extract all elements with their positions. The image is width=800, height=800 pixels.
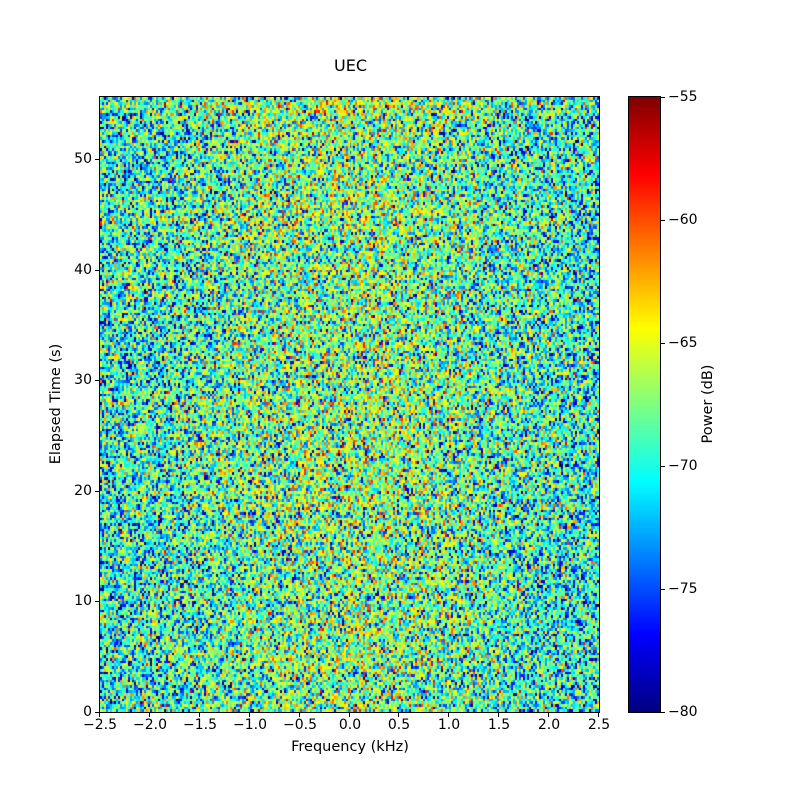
x-tick-mark xyxy=(349,713,350,717)
colorbar-tick-mark xyxy=(661,343,665,344)
x-tick-mark xyxy=(598,713,599,717)
y-axis-label: Elapsed Time (s) xyxy=(48,343,64,465)
colorbar-tick-mark xyxy=(661,466,665,467)
colorbar-tick-label: −60 xyxy=(668,212,698,228)
x-tick-label: 2.0 xyxy=(537,717,561,733)
y-tick-label: 40 xyxy=(74,262,92,278)
x-tick-label: 0.0 xyxy=(338,717,362,733)
x-tick-mark xyxy=(448,713,449,717)
x-tick-label: −0.5 xyxy=(283,717,317,733)
x-tick-mark xyxy=(299,713,300,717)
x-tick-label: −2.0 xyxy=(133,717,167,733)
y-tick-mark xyxy=(95,270,99,271)
x-tick-label: 1.0 xyxy=(437,717,461,733)
colorbar-label: Power (dB) xyxy=(700,364,716,444)
y-tick-mark xyxy=(95,601,99,602)
x-tick-mark xyxy=(199,713,200,717)
colorbar-tick-mark xyxy=(661,712,665,713)
x-tick-label: −1.5 xyxy=(183,717,217,733)
y-tick-label: 30 xyxy=(74,372,92,388)
y-tick-label: 0 xyxy=(83,704,92,720)
plot-axes xyxy=(99,96,600,713)
y-tick-label: 20 xyxy=(74,483,92,499)
x-tick-mark xyxy=(548,713,549,717)
x-tick-label: −2.5 xyxy=(83,717,117,733)
colorbar-tick-mark xyxy=(661,220,665,221)
x-tick-mark xyxy=(249,713,250,717)
x-tick-mark xyxy=(99,713,100,717)
y-tick-label: 50 xyxy=(74,151,92,167)
colorbar-tick-label: −80 xyxy=(668,704,698,720)
colorbar-tick-label: −65 xyxy=(668,335,698,351)
chart-title-line-1: UEC xyxy=(334,55,367,75)
x-tick-label: 2.5 xyxy=(587,717,611,733)
y-tick-mark xyxy=(95,491,99,492)
x-tick-mark xyxy=(398,713,399,717)
x-axis-label: Frequency (kHz) xyxy=(291,739,409,755)
x-tick-mark xyxy=(149,713,150,717)
x-tick-mark xyxy=(498,713,499,717)
colorbar-tick-label: −75 xyxy=(668,581,698,597)
colorbar-tick-mark xyxy=(661,97,665,98)
x-tick-label: −1.0 xyxy=(233,717,267,733)
y-tick-mark xyxy=(95,159,99,160)
colorbar-gradient-canvas xyxy=(629,97,660,712)
y-tick-mark xyxy=(95,712,99,713)
colorbar xyxy=(628,96,661,713)
x-tick-label: 1.5 xyxy=(487,717,511,733)
y-tick-label: 10 xyxy=(74,593,92,609)
spectrogram-canvas xyxy=(100,97,599,712)
colorbar-tick-label: −55 xyxy=(668,89,698,105)
colorbar-tick-label: −70 xyxy=(668,458,698,474)
x-tick-label: 0.5 xyxy=(387,717,411,733)
y-tick-mark xyxy=(95,380,99,381)
colorbar-tick-mark xyxy=(661,589,665,590)
